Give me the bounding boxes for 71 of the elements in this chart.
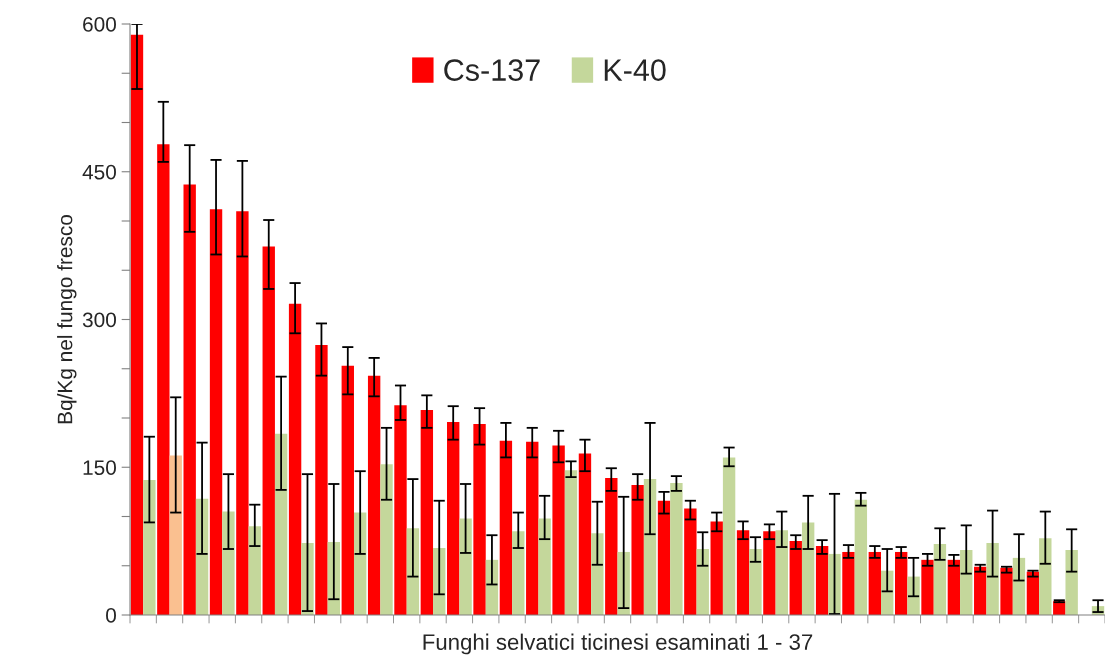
legend-label: Cs-137 [444, 59, 540, 81]
bar [670, 483, 683, 615]
bar [763, 531, 776, 615]
bar [195, 498, 209, 615]
bar [130, 34, 144, 615]
bar [1026, 571, 1040, 615]
bar [459, 518, 472, 615]
bar [789, 541, 802, 615]
bar [248, 526, 261, 615]
bar [986, 543, 999, 615]
y-tick-label: 450 [82, 164, 116, 180]
bar [512, 531, 525, 615]
bar [591, 533, 604, 615]
bar [657, 500, 671, 615]
bar [288, 303, 302, 615]
bar [894, 551, 908, 615]
bar [485, 559, 499, 615]
y-tick-label: 600 [83, 17, 116, 32]
bar [447, 421, 460, 615]
bar [222, 511, 235, 615]
bar [406, 528, 420, 615]
bar [538, 518, 551, 615]
bar [828, 553, 841, 615]
bar [236, 211, 249, 615]
bar [183, 184, 196, 615]
bar [842, 551, 855, 615]
bar [315, 345, 328, 615]
y-tick-label: 0 [106, 608, 116, 623]
bar [921, 559, 934, 615]
bar [710, 521, 723, 615]
bar [775, 530, 788, 615]
bar [907, 576, 920, 615]
bar [605, 478, 618, 615]
bar [815, 546, 829, 615]
bar [262, 246, 275, 615]
bar [394, 405, 407, 615]
bar [749, 549, 762, 615]
bar [643, 479, 657, 615]
y-tick-label: 300 [82, 312, 116, 328]
bar [564, 470, 578, 615]
bar [209, 209, 223, 615]
bar [933, 544, 947, 615]
x-axis-title: Funghi selvatici ticinesi esaminati 1 - 37 [423, 633, 813, 655]
y-axis-title: Bq/Kg nel fungo fresco [57, 214, 77, 424]
bar [157, 144, 170, 615]
bar [341, 365, 354, 615]
y-tick-label: 150 [83, 460, 116, 475]
legend-label: K-40 [604, 59, 666, 81]
bar [684, 508, 697, 615]
bar [274, 433, 288, 615]
bar [854, 499, 868, 615]
bar [801, 522, 815, 615]
bar [552, 445, 565, 615]
bar [420, 410, 434, 615]
bar [526, 441, 539, 615]
bar [1000, 567, 1013, 615]
bar [301, 543, 314, 615]
bar [947, 559, 961, 615]
bar [736, 530, 750, 615]
bar [169, 455, 182, 615]
bar [499, 440, 513, 615]
bar [380, 464, 393, 615]
bar [722, 457, 736, 615]
bar [1039, 538, 1052, 615]
bar [1065, 549, 1078, 615]
bar [578, 453, 592, 615]
bar [631, 484, 644, 615]
bar [868, 551, 882, 615]
bar [473, 423, 486, 615]
bar [143, 480, 156, 615]
bar [367, 375, 381, 615]
